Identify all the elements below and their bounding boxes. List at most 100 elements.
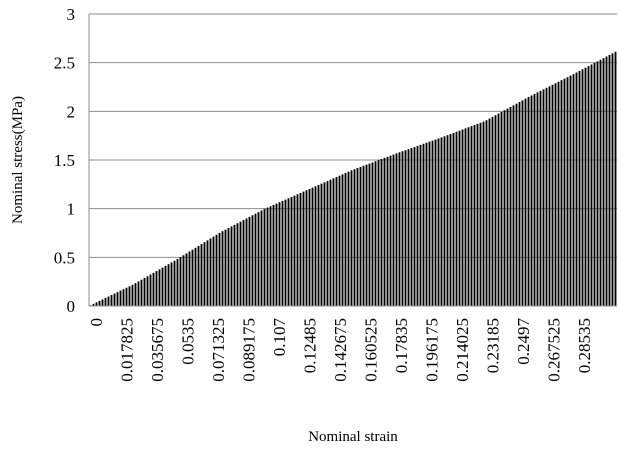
bar <box>329 179 332 306</box>
bar <box>509 106 512 307</box>
bar <box>362 165 365 306</box>
bar <box>149 274 152 306</box>
bar <box>428 141 431 306</box>
bar <box>236 223 239 306</box>
y-tick-label: 3 <box>67 5 76 24</box>
x-tick-label: 0.214025 <box>453 318 472 382</box>
bar <box>554 83 557 306</box>
bar <box>179 257 182 306</box>
bar <box>140 279 143 306</box>
bar <box>350 170 353 306</box>
x-tick-label: 0.071325 <box>209 318 228 382</box>
x-axis-label: Nominal strain <box>308 429 398 445</box>
bar <box>437 138 440 306</box>
bar <box>359 166 362 306</box>
bar <box>173 260 176 306</box>
bar <box>347 171 350 306</box>
bar <box>134 283 137 306</box>
bar <box>212 236 215 306</box>
x-tick-label: 0.2497 <box>514 318 533 365</box>
bar <box>563 78 566 306</box>
bar <box>314 186 317 306</box>
bar <box>248 216 251 306</box>
bar <box>239 221 242 306</box>
bar <box>98 300 101 306</box>
bar <box>131 284 134 306</box>
bar <box>188 251 191 306</box>
bar <box>521 100 524 306</box>
bar <box>515 103 518 307</box>
bar <box>560 80 563 306</box>
bar <box>539 90 542 306</box>
y-tick-label: 0 <box>67 297 76 316</box>
bar <box>500 111 503 306</box>
bar <box>587 66 590 307</box>
bar <box>311 187 314 306</box>
bar <box>203 242 206 306</box>
bar <box>344 173 347 306</box>
bars <box>89 51 617 307</box>
x-tick-label: 0.035675 <box>148 318 167 382</box>
bar <box>170 262 173 306</box>
axes <box>88 14 617 307</box>
bar <box>182 255 185 306</box>
bar <box>467 127 470 307</box>
bar <box>593 62 596 307</box>
bar <box>356 168 359 306</box>
bar <box>581 69 584 306</box>
bar <box>218 232 221 306</box>
bar <box>449 134 452 306</box>
bar <box>278 202 281 306</box>
bar <box>320 183 323 306</box>
bar <box>494 115 497 306</box>
bar <box>605 56 608 307</box>
bar <box>545 87 548 306</box>
bar <box>326 181 329 306</box>
bar <box>269 206 272 306</box>
bar <box>446 135 449 306</box>
bar <box>518 101 521 307</box>
bar <box>374 161 377 306</box>
bar <box>392 154 395 306</box>
x-tick-label: 0.23185 <box>484 318 503 373</box>
bar <box>293 195 296 306</box>
bar <box>101 299 104 306</box>
bar <box>611 53 614 306</box>
bar <box>191 249 194 306</box>
bar <box>275 203 278 306</box>
bar <box>488 118 491 306</box>
bar <box>125 287 128 306</box>
bar <box>296 194 299 306</box>
x-tick-label: 0.17835 <box>392 318 411 373</box>
y-tick-label: 1.5 <box>54 151 75 170</box>
bar <box>458 130 461 306</box>
bar <box>470 126 473 306</box>
bar <box>143 277 146 306</box>
x-tick-label: 0.28535 <box>575 318 594 373</box>
y-tick-label: 2.5 <box>54 54 75 73</box>
bar <box>107 296 110 306</box>
bar <box>119 290 122 306</box>
x-tick-label: 0 <box>87 318 106 327</box>
bar <box>221 231 224 306</box>
bar <box>419 144 422 306</box>
bar <box>254 213 257 306</box>
bar <box>584 67 587 307</box>
x-tick-label: 0.12485 <box>301 318 320 373</box>
bar <box>305 190 308 306</box>
y-axis-label: Nominal stress(MPa) <box>10 96 26 224</box>
bar <box>422 143 425 306</box>
bar <box>368 163 371 306</box>
bar <box>473 125 476 307</box>
bar <box>185 253 188 306</box>
bar <box>137 281 140 306</box>
bar <box>122 289 125 306</box>
x-tick-label: 0.089175 <box>240 318 259 382</box>
bar <box>266 207 269 306</box>
x-tick-label: 0.142675 <box>331 318 350 382</box>
bar <box>335 177 338 306</box>
bar <box>485 120 488 307</box>
bar <box>317 185 320 306</box>
bar <box>386 156 389 306</box>
bar <box>464 128 467 306</box>
